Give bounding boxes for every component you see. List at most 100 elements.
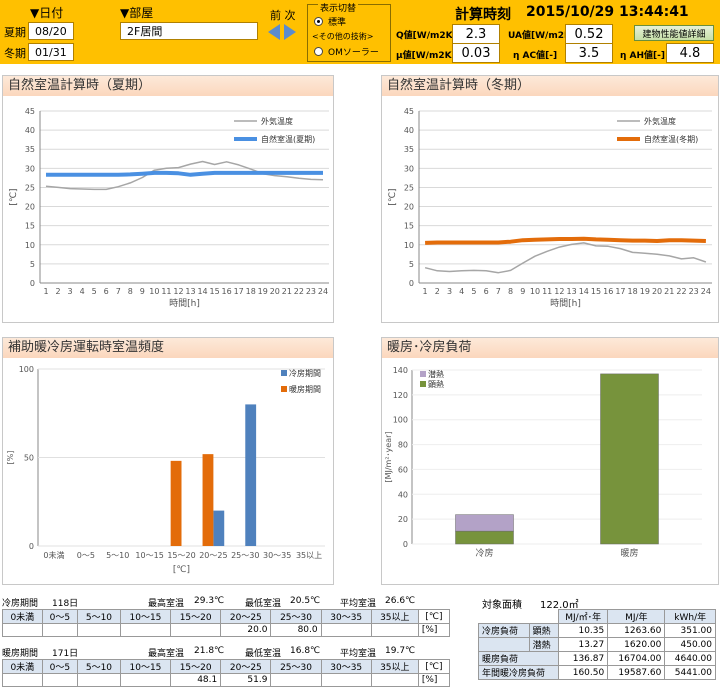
- summer-x-tick-label: 18: [246, 287, 256, 296]
- summer-x-tick-label: 15: [210, 287, 220, 296]
- load-chart-panel: 暖房･冷房負荷 0 20 40 60 80 100 120 140 [MJ/m²･year] 冷房…: [381, 337, 719, 585]
- load-table-block: 対象面積 122.0㎡ MJ/㎡･年 MJ/年 kWh/年 冷房負荷 顕熱 10.35 12…: [477, 596, 718, 686]
- summer-chart-panel: 自然室温計算時（夏期） 0 5 10 15 20 25 30 35 40 45 1 2 3 4 5 6 7 8 9 1…: [2, 75, 334, 323]
- cooling-header-cell: 30～35: [320, 609, 372, 624]
- load-value-cell: 1620.00: [607, 637, 666, 652]
- freq-y-tick-label: 0: [29, 542, 34, 551]
- heating-min-label: 最低室温: [245, 649, 282, 659]
- winter-date-input[interactable]: 01/31: [28, 43, 74, 61]
- radio-standard[interactable]: [314, 17, 323, 26]
- building-detail-button[interactable]: 建物性能値詳細: [634, 25, 714, 41]
- heating-value-cell: [77, 673, 121, 687]
- heating-period-label: 暖房期間: [2, 649, 39, 659]
- load-legend-swatch: [420, 381, 426, 387]
- area-value: 122.0㎡: [540, 600, 579, 611]
- radio-standard-label: 標準: [328, 18, 347, 28]
- load-table-row: 冷房負荷 顕熱 10.35 1263.60 351.00: [478, 623, 716, 638]
- winter-x-tick-label: 7: [496, 287, 501, 296]
- date-label: ▼日付: [30, 6, 64, 20]
- cooling-value-cell: [170, 623, 222, 637]
- winter-chart-title: 自然室温計算時（冬期）: [382, 76, 718, 96]
- load-chart-title: 暖房･冷房負荷: [382, 338, 718, 358]
- cooling-header-cell: 0～5: [41, 609, 79, 624]
- heating-freq-table: 0未満 0～5 5～10 10～15 15～20 20～25 25～30 30～35 35以上[…: [2, 659, 451, 687]
- winter-y-tick-label: 0: [409, 279, 414, 288]
- heating-header-cell: 15～20: [170, 659, 222, 674]
- load-table-header-cell: kWh/年: [664, 609, 716, 624]
- heating-value-cell: 51.9: [220, 673, 272, 687]
- summer-y-tick-label: 45: [25, 107, 35, 116]
- summer-y-tick-label: 15: [25, 222, 35, 231]
- summer-y-tick-label: 10: [25, 241, 35, 250]
- other-tech-label: <その他の技術>: [312, 32, 374, 41]
- summer-y-tick-label: 25: [25, 183, 35, 192]
- load-y-axis-label: [MJ/m²･year]: [384, 431, 393, 482]
- load-y-tick-label: 100: [393, 416, 408, 425]
- next-arrow-icon[interactable]: [284, 24, 296, 40]
- load-bar-segment: [455, 530, 514, 545]
- winter-x-tick-label: 9: [520, 287, 525, 296]
- load-table-header-cell: MJ/㎡･年: [558, 609, 609, 624]
- freq-x-tick-label: 10～15: [135, 551, 163, 560]
- load-table-header-cell: MJ/年: [607, 609, 666, 624]
- winter-x-tick-label: 14: [579, 287, 589, 296]
- cooling-header-cell: 15～20: [170, 609, 222, 624]
- summer-chart-title: 自然室温計算時（夏期）: [3, 76, 333, 96]
- load-legend-swatch: [420, 371, 426, 377]
- mu-label: μ値[W/m2K]: [396, 51, 456, 61]
- prev-arrow-icon[interactable]: [268, 24, 280, 40]
- winter-series-line: [424, 242, 707, 274]
- load-value-cell: 160.50: [558, 665, 609, 680]
- calc-time-label: 計算時刻: [455, 7, 511, 23]
- prev-next-label: 前 次: [270, 9, 296, 22]
- freq-bar-chart: 0 50 100 0未満 0～5 5～10 10～15 15～20 20～25 25～30 30～3…: [6, 365, 325, 575]
- q-label: Q値[W/m2K]: [396, 31, 457, 41]
- load-value-cell: 136.87: [558, 651, 609, 666]
- freq-x-tick-label: 0未満: [43, 550, 64, 560]
- freq-legend-swatch: [281, 370, 287, 376]
- summer-date-input[interactable]: 08/20: [28, 22, 74, 40]
- winter-x-tick-label: 16: [603, 287, 613, 296]
- room-label: ▼部屋: [120, 6, 154, 20]
- summer-x-tick-label: 6: [104, 287, 109, 296]
- heating-value-cell: [270, 673, 322, 687]
- load-y-tick-label: 60: [398, 465, 408, 474]
- winter-x-tick-label: 13: [567, 287, 577, 296]
- summer-x-tick-label: 17: [234, 287, 244, 296]
- load-y-tick-label: 0: [403, 540, 408, 549]
- summer-series-line: [46, 170, 323, 177]
- room-select[interactable]: 2F居間: [120, 22, 258, 40]
- summer-x-tick-label: 12: [173, 287, 183, 296]
- summer-x-tick-label: 7: [116, 287, 121, 296]
- load-y-tick-label: 80: [398, 441, 408, 450]
- winter-legend-label: 外気温度: [644, 116, 676, 126]
- load-table-row: 年間暖冷房負荷 160.50 19587.60 5441.00: [477, 665, 716, 680]
- summer-x-tick-label: 3: [68, 287, 73, 296]
- load-bar-segment: [600, 373, 659, 545]
- load-y-tick-label: 140: [393, 366, 408, 375]
- winter-x-tick-label: 20: [652, 287, 662, 296]
- radio-om-solar-label: OMソーラー: [328, 48, 379, 58]
- freq-chart-panel: 補助暖冷房運転時室温頻度 0 50 100 0未満 0～5 5～10 10～15 15～20 2…: [2, 337, 334, 585]
- cooling-days: 118日: [52, 599, 79, 609]
- display-switch-label: 表示切替: [318, 1, 359, 14]
- heating-header-cell: 10～15: [119, 659, 172, 674]
- winter-x-tick-label: 10: [530, 287, 540, 296]
- summer-x-tick-label: 13: [185, 287, 195, 296]
- load-row-sublabel: 潜熱: [528, 637, 560, 652]
- freq-y-axis-label: [%]: [6, 451, 15, 465]
- summer-y-axis-label: [℃]: [9, 188, 19, 205]
- summer-x-tick-label: 14: [197, 287, 207, 296]
- cooling-max-label: 最高室温: [148, 599, 185, 609]
- heating-max-value: 21.8℃: [194, 646, 225, 656]
- load-table-row: 潜熱 13.27 1620.00 450.00: [478, 637, 716, 652]
- cooling-value-cell: [41, 623, 79, 637]
- cooling-value-cell: 20.0: [220, 623, 272, 637]
- eta-ah-label: η AH値[-]: [620, 51, 666, 61]
- freq-bar: [202, 454, 214, 546]
- radio-om-solar[interactable]: [314, 47, 323, 56]
- winter-x-tick-label: 15: [591, 287, 601, 296]
